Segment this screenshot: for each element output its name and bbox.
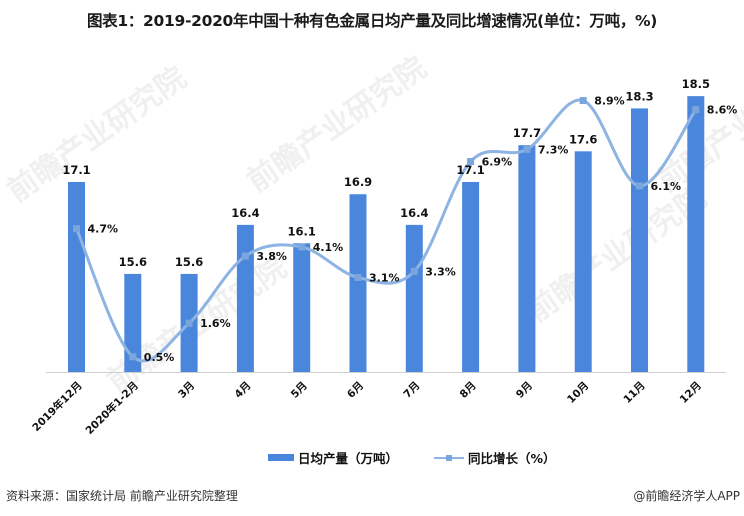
line-value-label: 6.1% [651,180,682,193]
legend: 日均产量（万吨） 同比增长（%） [268,448,592,467]
x-tick-label: 3月 [176,380,197,401]
bar-value-label: 16.4 [231,206,259,220]
line-marker [523,145,531,153]
x-tick-label: 10月 [565,380,591,406]
legend-label-line: 同比增长（%） [468,451,556,466]
combo-chart: 17.1 15.6 15.6 16.4 16.1 16.9 16.4 17.1 17.7 17.6… [30,77,738,437]
line-value-label: 8.6% [707,104,738,117]
x-tick-label: 7月 [401,380,422,401]
bar [687,96,705,373]
x-tick-label: 11月 [621,380,647,406]
x-tick-label: 4月 [232,380,253,401]
x-tick-label: 2020年1-2月 [83,379,141,437]
bar-value-label: 15.6 [175,255,203,269]
line-marker [129,353,137,361]
legend-item-line: 同比增长（%） [434,448,556,467]
x-tick-label: 8月 [458,380,479,401]
line-value-label: 3.3% [425,265,456,278]
line-value-label: 4.1% [313,241,344,254]
bar-value-label: 16.9 [344,175,372,189]
bar [124,273,142,372]
line-marker [185,319,193,327]
bar [68,181,85,372]
line-value-label: 6.9% [482,156,513,169]
line-value-label: 4.7% [88,223,119,236]
legend-item-bar: 日均产量（万吨） [268,448,398,467]
legend-swatch-bar [268,454,294,461]
x-tick-label: 2019年12月 [30,379,85,434]
legend-label-bar: 日均产量（万吨） [298,451,399,466]
bar [236,224,254,372]
source-note: 资料来源：国家统计局 前瞻产业研究院整理 [6,489,238,503]
x-tick-label: 9月 [514,380,535,401]
line-value-label: 3.1% [369,271,400,284]
credit-note: @前瞻经济学人APP [633,489,740,503]
bar-value-label: 18.5 [682,77,710,91]
chart-title: 图表1：2019-2020年中国十种有色金属日均产量及同比增速情况(单位：万吨，… [86,12,658,30]
bar-value-label: 16.4 [400,206,428,220]
line-marker [579,97,587,105]
line-marker [298,243,306,251]
bar [349,194,367,372]
line-value-label: 0.5% [144,351,175,364]
line-marker [636,182,643,190]
legend-swatch-line [434,453,465,463]
bar [405,224,423,372]
line-value-label: 3.8% [256,250,287,263]
line-marker [354,273,362,281]
line-value-label: 1.6% [200,317,231,330]
bar [518,145,536,372]
line-marker [241,252,249,260]
bar-value-label: 16.1 [288,224,316,238]
bar [462,181,480,372]
x-tick-label: 12月 [678,380,704,406]
line-value-label: 8.9% [594,95,625,108]
line-value-label: 7.3% [538,143,569,156]
growth-line [75,98,698,363]
bar-value-label: 17.7 [513,126,541,140]
x-tick-label: 6月 [345,380,366,401]
line-marker [73,225,80,233]
bar [293,243,311,372]
x-tick-label: 5月 [289,380,310,401]
bar-value-label: 15.6 [119,255,147,269]
bar [631,108,648,372]
bar [574,151,592,372]
bar-value-label: 18.3 [625,89,653,103]
line-marker [692,106,700,114]
line-marker [467,158,475,166]
bar-value-label: 17.1 [62,163,90,177]
line-marker [410,267,418,275]
bar-value-label: 17.6 [569,132,597,146]
bar-value-label: 17.1 [456,163,484,177]
